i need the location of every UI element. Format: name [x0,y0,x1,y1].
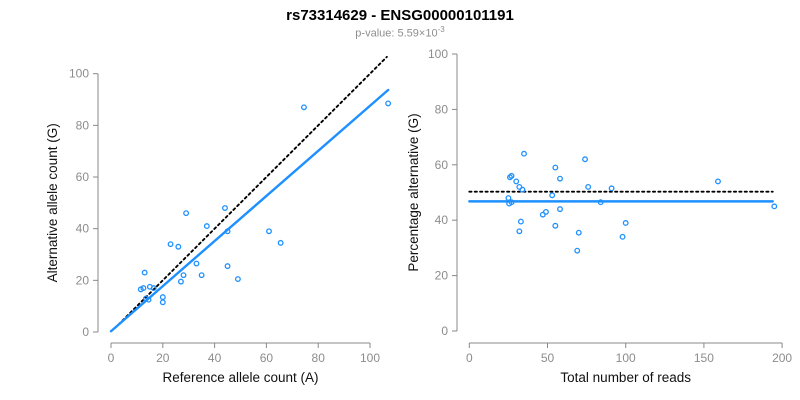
x-tick-label: 40 [208,351,222,365]
data-point [517,218,524,225]
data-point [506,200,513,207]
figure-title: rs73314629 - ENSG00000101191 [286,7,514,24]
data-point [224,228,231,235]
data-point [516,228,523,235]
data-point [301,104,307,111]
y-tick-label: 20 [76,273,90,287]
data-point [575,229,582,236]
data-point [552,222,559,229]
data-point [180,272,187,279]
data-point [507,174,513,181]
x-tick-label: 150 [694,351,714,365]
identity-line [113,55,388,330]
x-tick-label: 60 [260,351,274,365]
data-point [557,206,563,213]
data-point [167,241,174,248]
data-point [175,243,182,250]
data-point [552,164,559,171]
data-point [159,299,166,306]
data-point [203,223,210,230]
right-plot: 0 50 100 150 200 0 20 40 60 80 100 Total number of … [406,47,792,385]
y-tick-label: 40 [435,213,449,227]
data-point [597,199,604,206]
data-point [277,239,284,246]
y-tick-label: 100 [69,67,89,81]
data-point [619,233,626,240]
x-tick-label: 0 [108,351,115,365]
data-point [542,208,549,215]
data-point [385,100,392,107]
x-axis-title: Reference allele count (A) [162,370,318,385]
data-point [141,269,148,276]
x-tick-label: 50 [541,351,555,365]
data-point [771,203,778,210]
x-tick-label: 20 [156,351,170,365]
y-tick-label: 0 [82,325,89,339]
data-point [177,278,184,285]
y-tick-label: 40 [76,222,90,236]
regression-line [109,88,390,333]
data-point [150,285,157,292]
data-point [159,294,166,301]
data-point [557,175,563,182]
data-point [521,150,527,157]
data-point [608,185,615,192]
y-tick-label: 60 [76,170,90,184]
data-point [715,178,721,185]
x-tick-label: 80 [312,351,326,365]
left-plot: 0 20 40 60 80 100 0 20 40 60 80 100 Reference allele… [45,55,392,385]
data-point [505,195,512,201]
x-axis-title: Total number of reads [560,370,691,385]
y-tick-label: 20 [435,269,449,283]
data-point [582,156,588,163]
pvalue-text: p-value: 5.59×10 [355,27,438,40]
data-point [513,178,520,185]
data-point [234,276,241,282]
data-point [574,247,581,254]
x-tick-label: 100 [616,351,636,365]
data-point [222,205,228,211]
y-tick-label: 0 [441,324,448,338]
data-point [622,220,629,226]
data-point [140,285,147,292]
figure-subtitle: p-value: 5.59×10-3 [0,25,800,40]
y-axis-title: Alternative allele count (G) [45,123,60,282]
x-tick-label: 0 [466,351,473,365]
data-point [266,228,272,235]
data-point [585,184,592,190]
data-point [224,263,231,270]
data-point [145,296,152,303]
y-tick-label: 100 [428,47,448,61]
data-point [519,186,526,193]
x-tick-label: 200 [772,351,792,365]
pvalue-exponent: -3 [437,25,445,34]
data-point [198,272,205,279]
y-axis-title: Percentage alternative (G) [406,113,421,271]
data-point [183,210,190,217]
data-point [549,192,556,199]
y-tick-label: 60 [435,158,449,172]
y-tick-label: 80 [435,102,449,116]
x-tick-label: 100 [360,351,380,365]
data-point [193,260,200,267]
y-tick-label: 80 [76,118,90,132]
